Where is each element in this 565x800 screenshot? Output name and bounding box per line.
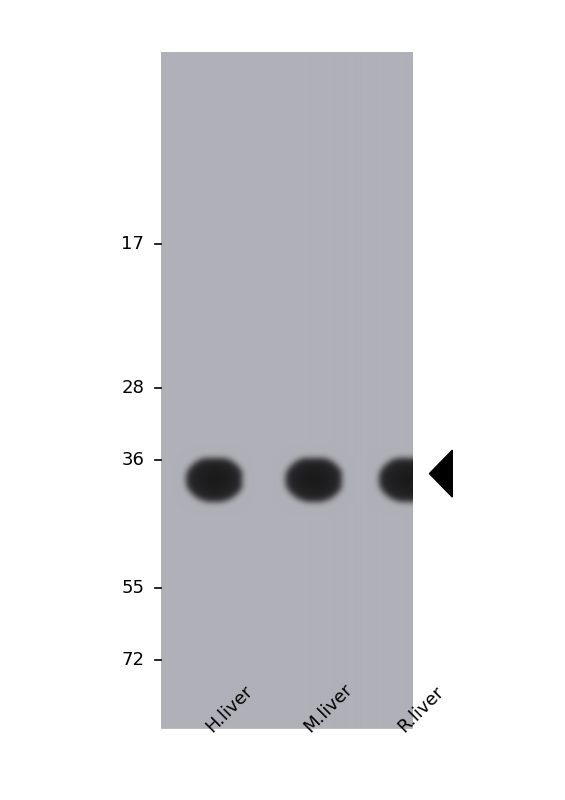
Text: 36: 36 xyxy=(121,451,144,469)
Text: H.liver: H.liver xyxy=(202,682,256,736)
Text: 17: 17 xyxy=(121,235,144,253)
Text: 28: 28 xyxy=(121,379,144,397)
Text: 55: 55 xyxy=(121,579,144,597)
FancyBboxPatch shape xyxy=(161,52,412,728)
Polygon shape xyxy=(429,450,452,497)
Text: M.liver: M.liver xyxy=(301,680,357,736)
Text: R.liver: R.liver xyxy=(394,683,447,736)
Text: 72: 72 xyxy=(121,651,144,669)
